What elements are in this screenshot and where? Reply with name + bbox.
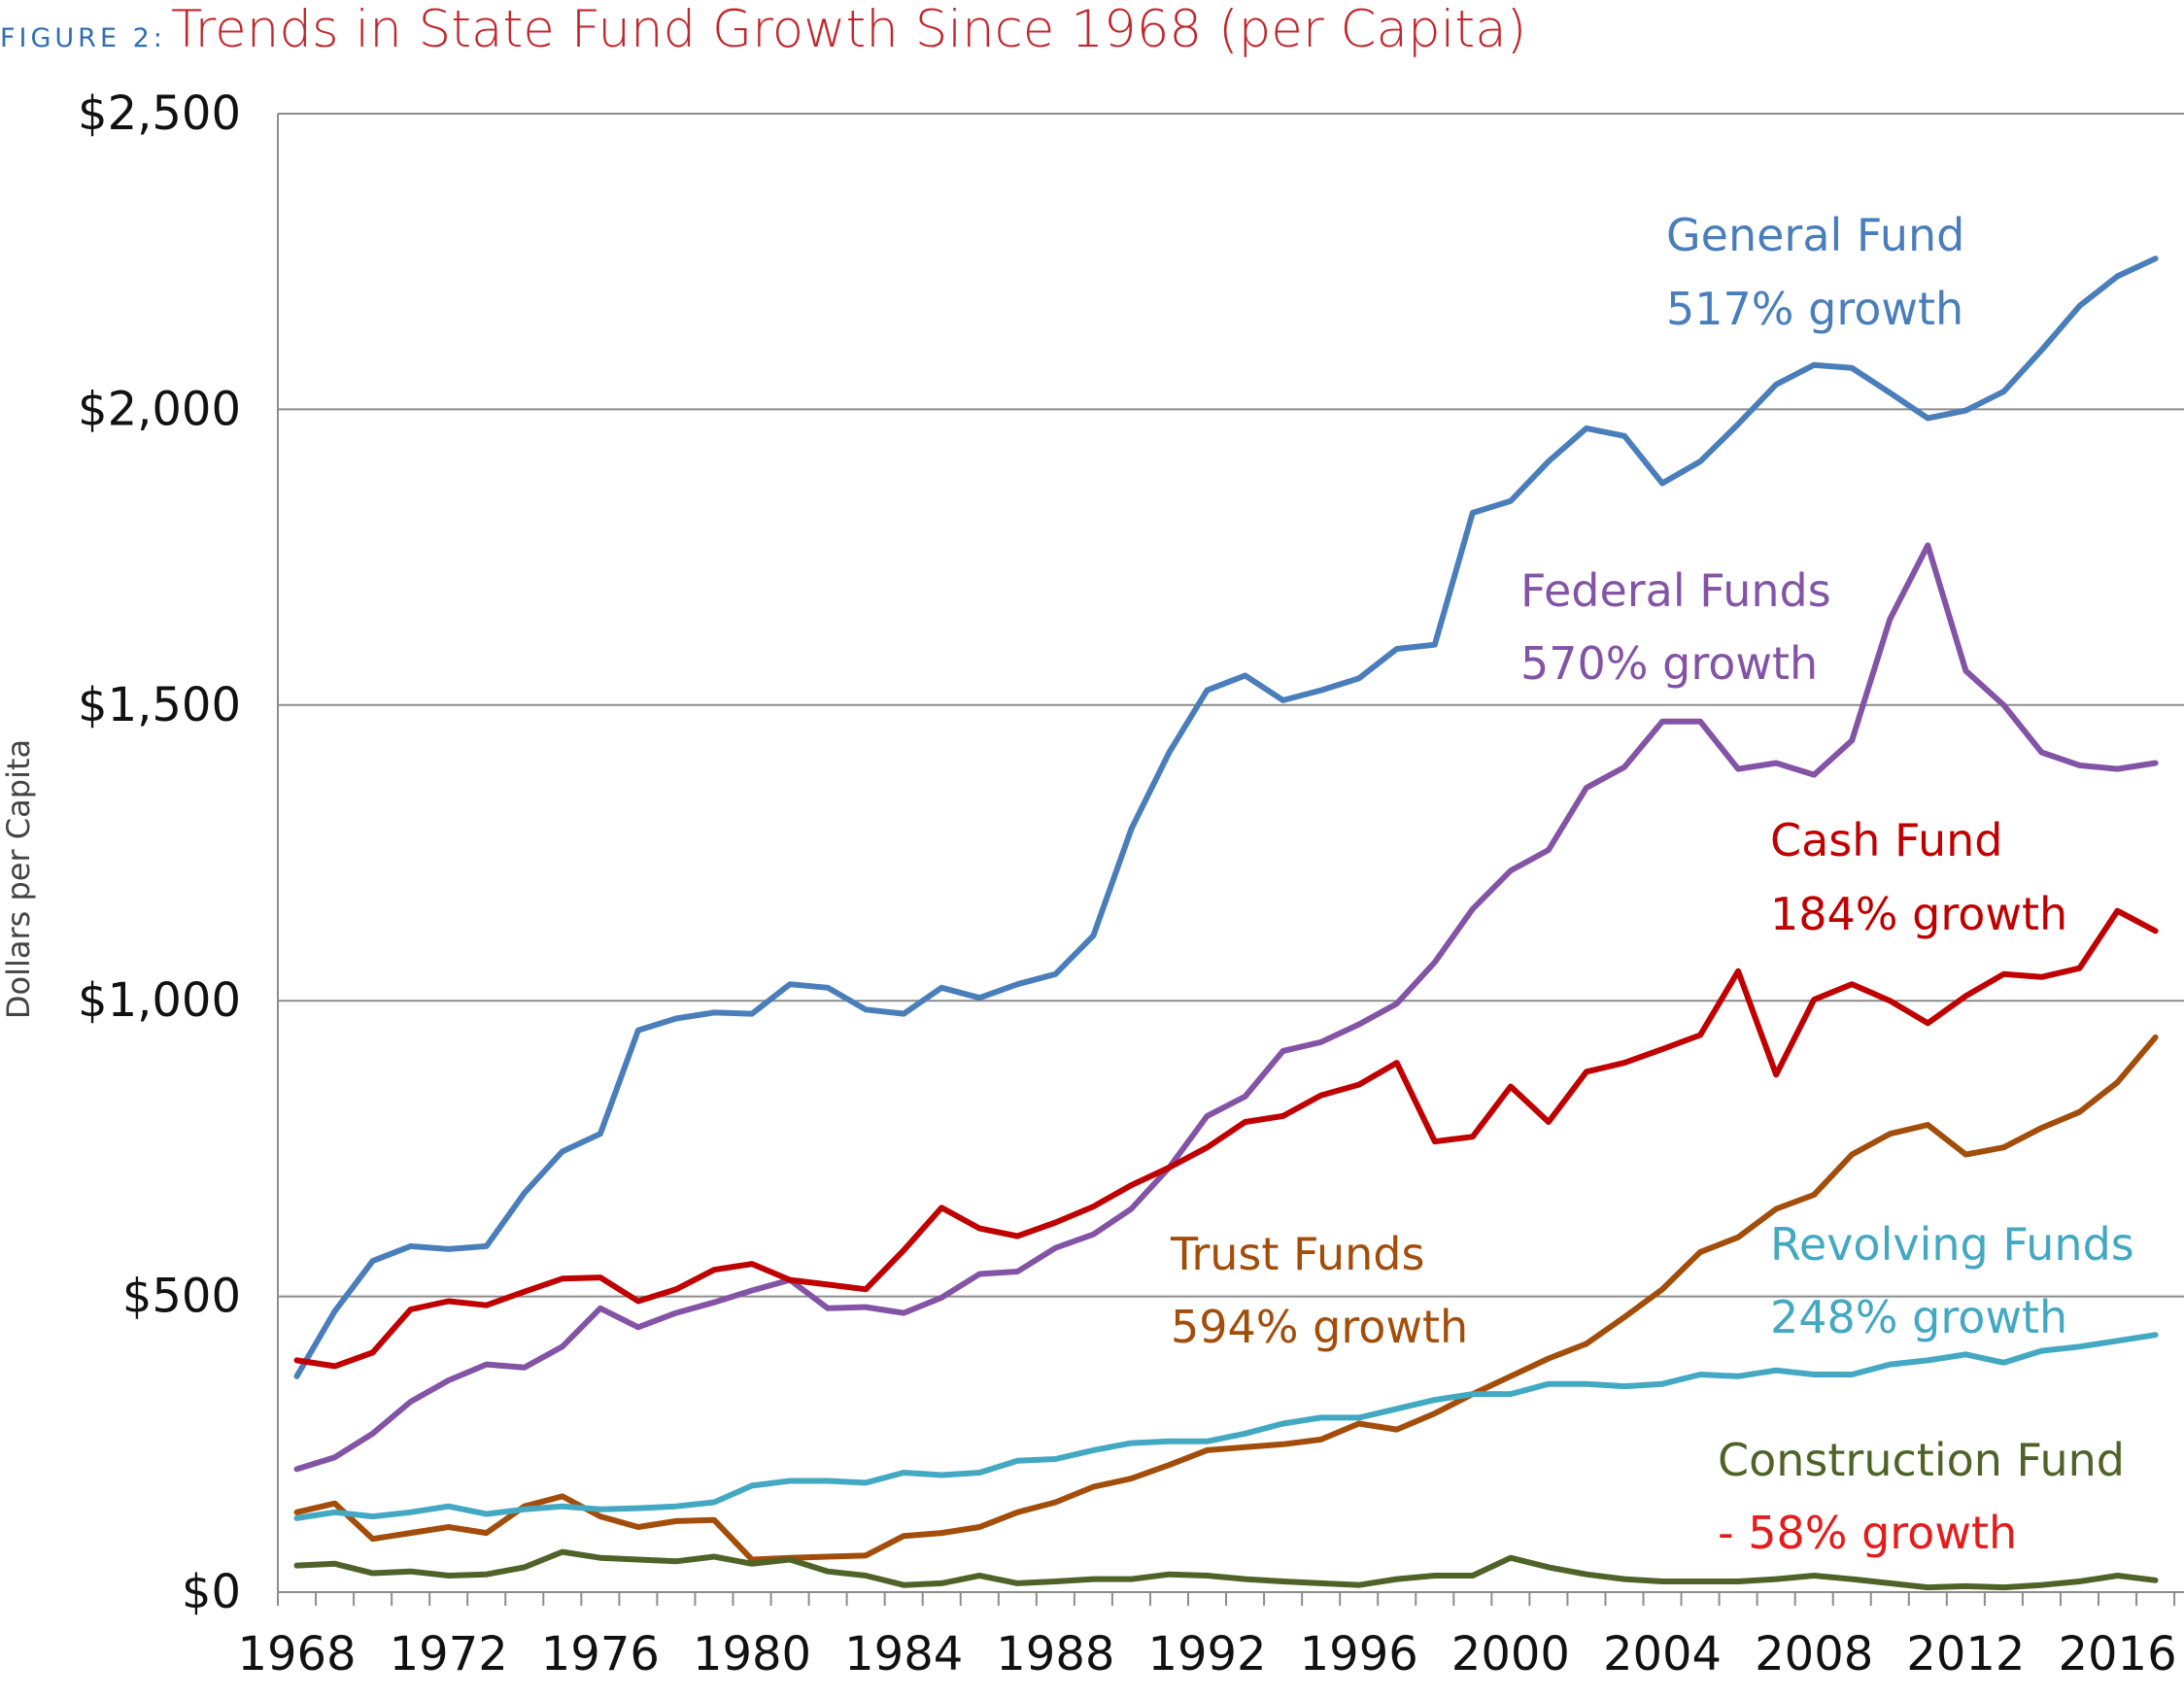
annotation-cash-name: Cash Fund (1770, 814, 2003, 866)
series-line-revolving (293, 1332, 2159, 1521)
annotation-trust-growth: 594% growth (1171, 1301, 1468, 1353)
series-line-cash (293, 907, 2159, 1370)
annotation-cash-growth: 184% growth (1770, 888, 2067, 940)
axes (277, 114, 2184, 1606)
y-tick-label: $2,500 (78, 86, 241, 141)
x-tick-label: 1980 (693, 1627, 811, 1681)
y-tick-label: $2,000 (78, 382, 241, 436)
annotation-federal-growth: 570% growth (1520, 637, 1818, 690)
x-tick-label: 1992 (1147, 1627, 1266, 1681)
y-axis-label: Dollars per Capita (0, 739, 37, 1019)
x-tick-label: 2000 (1451, 1627, 1570, 1681)
annotation-trust-name: Trust Funds (1170, 1228, 1424, 1280)
series-line-trust (293, 1034, 2159, 1563)
gridlines (278, 113, 2184, 1298)
series-lines (293, 255, 2159, 1591)
y-tick-labels: $0 $500 $1,000 $1,500 $2,000 $2,500 (78, 86, 241, 1619)
y-tick-label: $1,500 (78, 678, 241, 732)
series-line-construction (293, 1548, 2159, 1591)
x-tick-labels: 1968 1972 1976 1980 1984 1988 1992 1996 2000 2004… (237, 1627, 2176, 1681)
annotation-revolving-name: Revolving Funds (1770, 1218, 2134, 1271)
figure-main-title: Trends in State Fund Growth Since 1968 (… (170, 0, 1527, 59)
series-line-general (293, 255, 2159, 1379)
y-tick-label: $500 (122, 1270, 241, 1324)
x-tick-label: 1976 (541, 1627, 660, 1681)
x-tick-label: 1968 (237, 1627, 356, 1681)
x-tick-label: 2016 (2058, 1627, 2176, 1681)
x-tick-label: 1988 (996, 1627, 1114, 1681)
x-tick-label: 1972 (390, 1627, 508, 1681)
figure-label: FIGURE 2: (0, 23, 166, 53)
annotation-revolving-growth: 248% growth (1770, 1291, 2067, 1343)
y-tick-label: $0 (182, 1565, 241, 1619)
annotation-federal-name: Federal Funds (1520, 564, 1831, 617)
x-tick-label: 2012 (1906, 1627, 2025, 1681)
y-tick-label: $1,000 (78, 973, 241, 1028)
x-tick-label: 1984 (844, 1627, 963, 1681)
x-tick-label: 1996 (1300, 1627, 1418, 1681)
x-tick-label: 2008 (1755, 1627, 1873, 1681)
x-tick-label: 2004 (1603, 1627, 1722, 1681)
figure-title: FIGURE 2: Trends in State Fund Growth Si… (0, 0, 1526, 59)
annotation-construction-name: Construction Fund (1718, 1434, 2125, 1486)
annotation-general-growth: 517% growth (1666, 283, 1963, 335)
annotation-general-name: General Fund (1666, 209, 1964, 261)
series-line-federal (293, 542, 2159, 1473)
series-annotations: General Fund 517% growth Federal Funds 570%… (1170, 209, 2134, 1559)
annotation-construction-growth: - 58% growth (1718, 1507, 2017, 1559)
